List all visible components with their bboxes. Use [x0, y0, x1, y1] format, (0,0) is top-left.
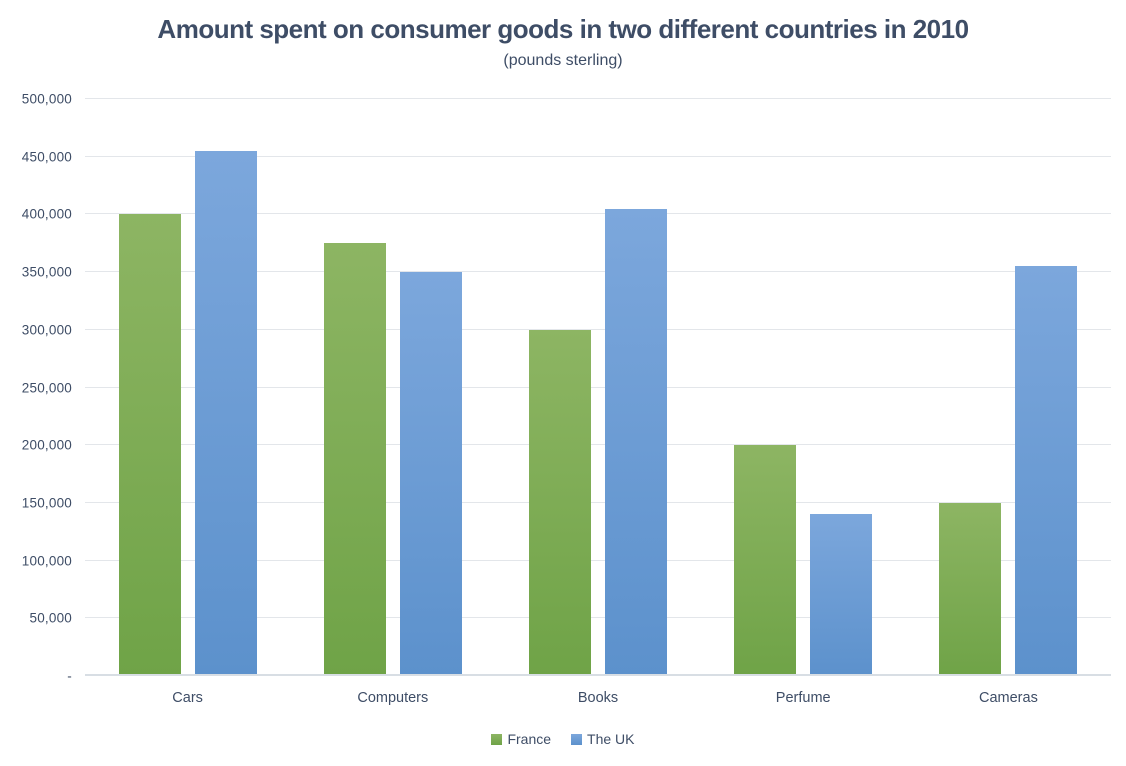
legend-swatch-france	[491, 733, 503, 745]
bar-group-cameras	[906, 99, 1111, 676]
legend-item-the-uk: The UK	[571, 731, 635, 747]
bar-france-computers	[323, 243, 386, 676]
gridline-100000	[85, 559, 1111, 561]
bar-the-uk-cameras	[1015, 266, 1078, 676]
legend-label-the-uk: The UK	[587, 731, 635, 747]
gridline-300000	[85, 328, 1111, 330]
y-tick-label-350000: 350,000	[21, 264, 72, 280]
gridline-500000	[85, 98, 1111, 99]
y-tick-label-400000: 400,000	[21, 206, 72, 222]
y-tick-label-300000: 300,000	[21, 322, 72, 338]
x-label-books: Books	[577, 690, 619, 706]
x-axis: Cars Computers Books Perfume Cameras	[85, 690, 1111, 706]
legend-item-france: France	[491, 731, 551, 747]
bar-group-computers	[290, 99, 495, 676]
x-axis-line	[85, 674, 1111, 676]
y-tick-label-0: -	[67, 668, 72, 684]
bar-group-cars	[85, 99, 290, 676]
legend-swatch-the-uk	[571, 733, 583, 745]
x-label-cars: Cars	[172, 690, 203, 706]
y-tick-label-250000: 250,000	[21, 380, 72, 395]
y-tick-label-50000: 50,000	[29, 610, 72, 626]
gridline-250000	[85, 386, 1111, 388]
plot-area	[85, 98, 1111, 676]
gridline-50000	[85, 617, 1111, 619]
bar-the-uk-perfume	[810, 514, 873, 676]
legend: France The UK	[0, 731, 1126, 747]
bar-the-uk-books	[605, 208, 667, 676]
legend-label-france: France	[507, 731, 552, 747]
chart-title: Amount spent on consumer goods in two di…	[157, 14, 969, 44]
bar-the-uk-cars	[194, 150, 257, 676]
y-tick-label-150000: 150,000	[21, 495, 72, 511]
y-axis: - 50,000 100,000 150,000 200,000 250,000 300,0…	[0, 92, 72, 684]
bar-the-uk-computers	[399, 272, 462, 676]
gridline-400000	[85, 213, 1111, 215]
bar-france-perfume	[734, 445, 797, 676]
y-tick-label-450000: 450,000	[21, 149, 72, 165]
bar-france-books	[529, 329, 591, 676]
bar-group-books	[495, 99, 700, 676]
y-tick-label-500000: 500,000	[21, 91, 72, 107]
bar-france-cameras	[939, 502, 1002, 676]
bar-group-perfume	[701, 99, 906, 676]
bar-france-cars	[118, 214, 181, 676]
gridline-350000	[85, 271, 1111, 273]
bars-layer	[85, 99, 1111, 676]
gridline-450000	[85, 155, 1111, 157]
chart-subtitle: (pounds sterling)	[503, 52, 623, 69]
x-label-perfume: Perfume	[775, 690, 831, 706]
y-tick-label-100000: 100,000	[21, 553, 72, 569]
gridline-200000	[85, 444, 1111, 446]
x-label-cameras: Cameras	[979, 690, 1038, 706]
gridline-150000	[85, 501, 1111, 503]
y-tick-label-200000: 200,000	[21, 437, 72, 453]
x-label-computers: Computers	[357, 690, 429, 706]
